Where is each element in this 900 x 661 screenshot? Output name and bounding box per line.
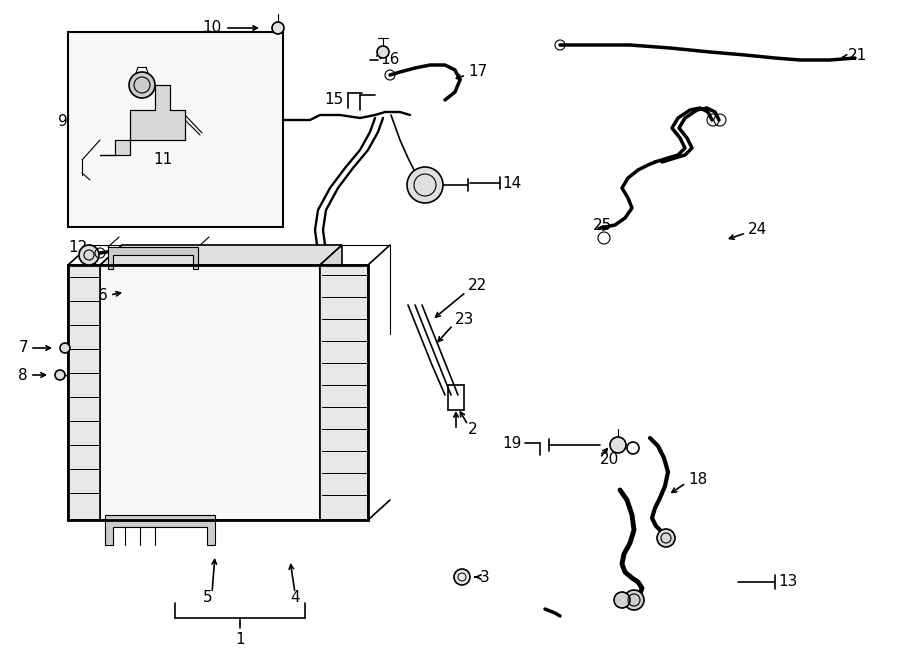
Text: 23: 23 bbox=[455, 313, 474, 327]
Bar bbox=[68, 32, 283, 227]
Text: 5: 5 bbox=[203, 590, 212, 605]
Text: 16: 16 bbox=[380, 52, 400, 67]
Text: 7: 7 bbox=[18, 340, 28, 356]
Polygon shape bbox=[105, 515, 215, 545]
Text: 10: 10 bbox=[202, 20, 222, 36]
Bar bbox=[100, 265, 320, 520]
Text: 12: 12 bbox=[68, 241, 88, 256]
Text: 2: 2 bbox=[468, 422, 478, 438]
Polygon shape bbox=[100, 245, 342, 265]
Text: 15: 15 bbox=[325, 93, 344, 108]
Text: 19: 19 bbox=[502, 436, 522, 451]
Circle shape bbox=[60, 343, 70, 353]
Circle shape bbox=[454, 569, 470, 585]
Text: 17: 17 bbox=[468, 65, 487, 79]
Circle shape bbox=[624, 590, 644, 610]
Text: 3: 3 bbox=[480, 570, 490, 584]
Text: 25: 25 bbox=[593, 217, 612, 233]
Circle shape bbox=[610, 437, 626, 453]
Text: 14: 14 bbox=[502, 176, 521, 190]
Text: 8: 8 bbox=[18, 368, 28, 383]
Polygon shape bbox=[108, 247, 198, 269]
Circle shape bbox=[614, 592, 630, 608]
Text: 24: 24 bbox=[748, 223, 767, 237]
Circle shape bbox=[55, 370, 65, 380]
Text: 18: 18 bbox=[688, 473, 707, 488]
Text: 21: 21 bbox=[848, 48, 868, 63]
Circle shape bbox=[272, 22, 284, 34]
Circle shape bbox=[377, 46, 389, 58]
Text: 11: 11 bbox=[153, 153, 173, 167]
Bar bbox=[68, 265, 368, 520]
Text: 1: 1 bbox=[235, 633, 245, 648]
Bar bbox=[320, 265, 368, 520]
Text: 22: 22 bbox=[468, 278, 487, 293]
Text: 13: 13 bbox=[778, 574, 797, 590]
Text: 20: 20 bbox=[600, 453, 619, 467]
Text: 4: 4 bbox=[290, 590, 300, 605]
Circle shape bbox=[657, 529, 675, 547]
Circle shape bbox=[129, 72, 155, 98]
Text: 9: 9 bbox=[58, 114, 68, 130]
Text: 6: 6 bbox=[98, 288, 108, 303]
Polygon shape bbox=[320, 245, 342, 342]
Polygon shape bbox=[100, 85, 185, 155]
Circle shape bbox=[79, 245, 99, 265]
Bar bbox=[68, 265, 100, 520]
Circle shape bbox=[407, 167, 443, 203]
